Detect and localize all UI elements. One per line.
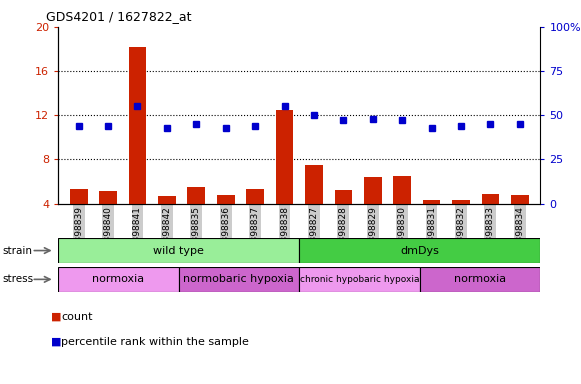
Bar (511, 195, 529, 204)
Bar (217, 195, 235, 204)
Bar (70, 189, 88, 204)
Bar (335, 190, 352, 204)
Bar (299, 267, 420, 292)
Bar (58, 267, 179, 292)
Text: dmDys: dmDys (400, 245, 439, 256)
Text: GDS4201 / 1627822_at: GDS4201 / 1627822_at (46, 10, 192, 23)
Bar (179, 267, 299, 292)
Bar (158, 196, 175, 204)
Bar (276, 110, 293, 204)
Text: normoxia: normoxia (92, 274, 145, 285)
Bar (99, 191, 117, 204)
Text: ■: ■ (51, 337, 62, 347)
Bar (128, 47, 146, 204)
Bar (188, 187, 205, 204)
Bar (58, 238, 299, 263)
Text: ■: ■ (51, 312, 62, 322)
Text: normobaric hypoxia: normobaric hypoxia (184, 274, 295, 285)
Bar (482, 194, 499, 204)
Bar (393, 176, 411, 204)
Bar (423, 200, 440, 204)
Bar (305, 165, 322, 204)
Bar (420, 267, 540, 292)
Text: strain: strain (3, 245, 33, 256)
Text: chronic hypobaric hypoxia: chronic hypobaric hypoxia (300, 275, 419, 284)
Text: stress: stress (3, 274, 34, 285)
Text: wild type: wild type (153, 245, 204, 256)
Text: percentile rank within the sample: percentile rank within the sample (61, 337, 249, 347)
Text: count: count (61, 312, 92, 322)
Bar (364, 177, 382, 204)
Text: normoxia: normoxia (454, 274, 506, 285)
Bar (246, 189, 264, 204)
Bar (452, 200, 470, 204)
Bar (299, 238, 540, 263)
